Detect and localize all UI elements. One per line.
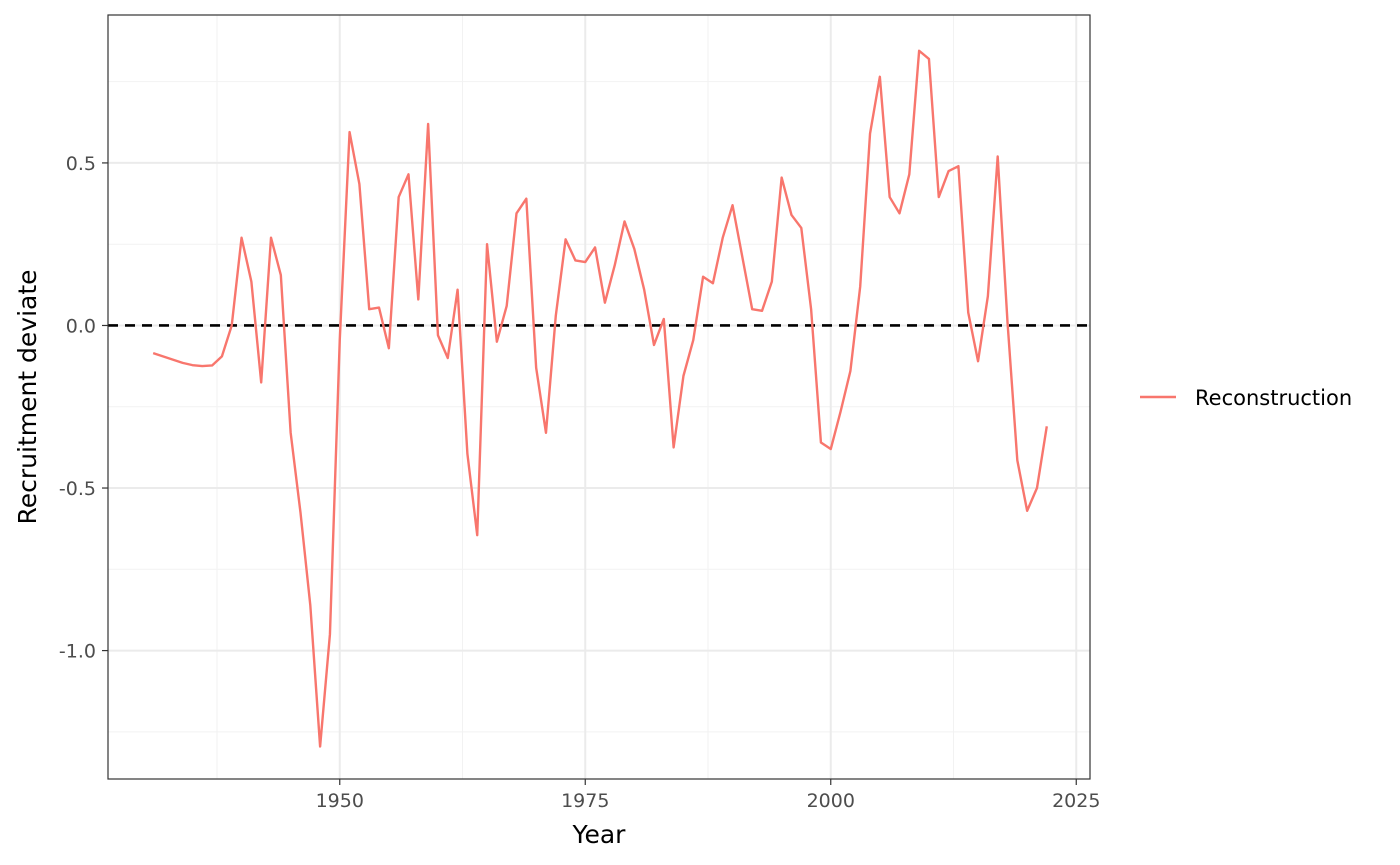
x-tick-label: 2025 — [1052, 790, 1100, 812]
plot-border — [107, 14, 1091, 780]
x-axis-ticks: 1950 1975 2000 2025 — [316, 779, 1100, 812]
legend: Reconstruction — [1140, 386, 1352, 410]
y-axis-ticks: -1.0 -0.5 0.0 0.5 — [59, 153, 108, 663]
y-axis-title: Recruitment deviate — [13, 269, 42, 524]
y-tick-label: 0.0 — [66, 315, 96, 337]
x-tick-label: 1975 — [561, 790, 609, 812]
grid-major — [108, 15, 1090, 779]
series-layer — [152, 49, 1048, 748]
x-tick-label: 2000 — [807, 790, 855, 812]
series-line-reconstruction — [152, 49, 1048, 748]
grid-minor — [108, 15, 1090, 779]
legend-label-reconstruction: Reconstruction — [1195, 386, 1352, 410]
y-tick-label: -1.0 — [59, 641, 96, 663]
plot-background — [108, 15, 1090, 779]
y-tick-label: -0.5 — [59, 478, 96, 500]
x-axis-title: Year — [572, 820, 627, 849]
x-tick-label: 1950 — [316, 790, 364, 812]
y-tick-label: 0.5 — [66, 153, 96, 175]
